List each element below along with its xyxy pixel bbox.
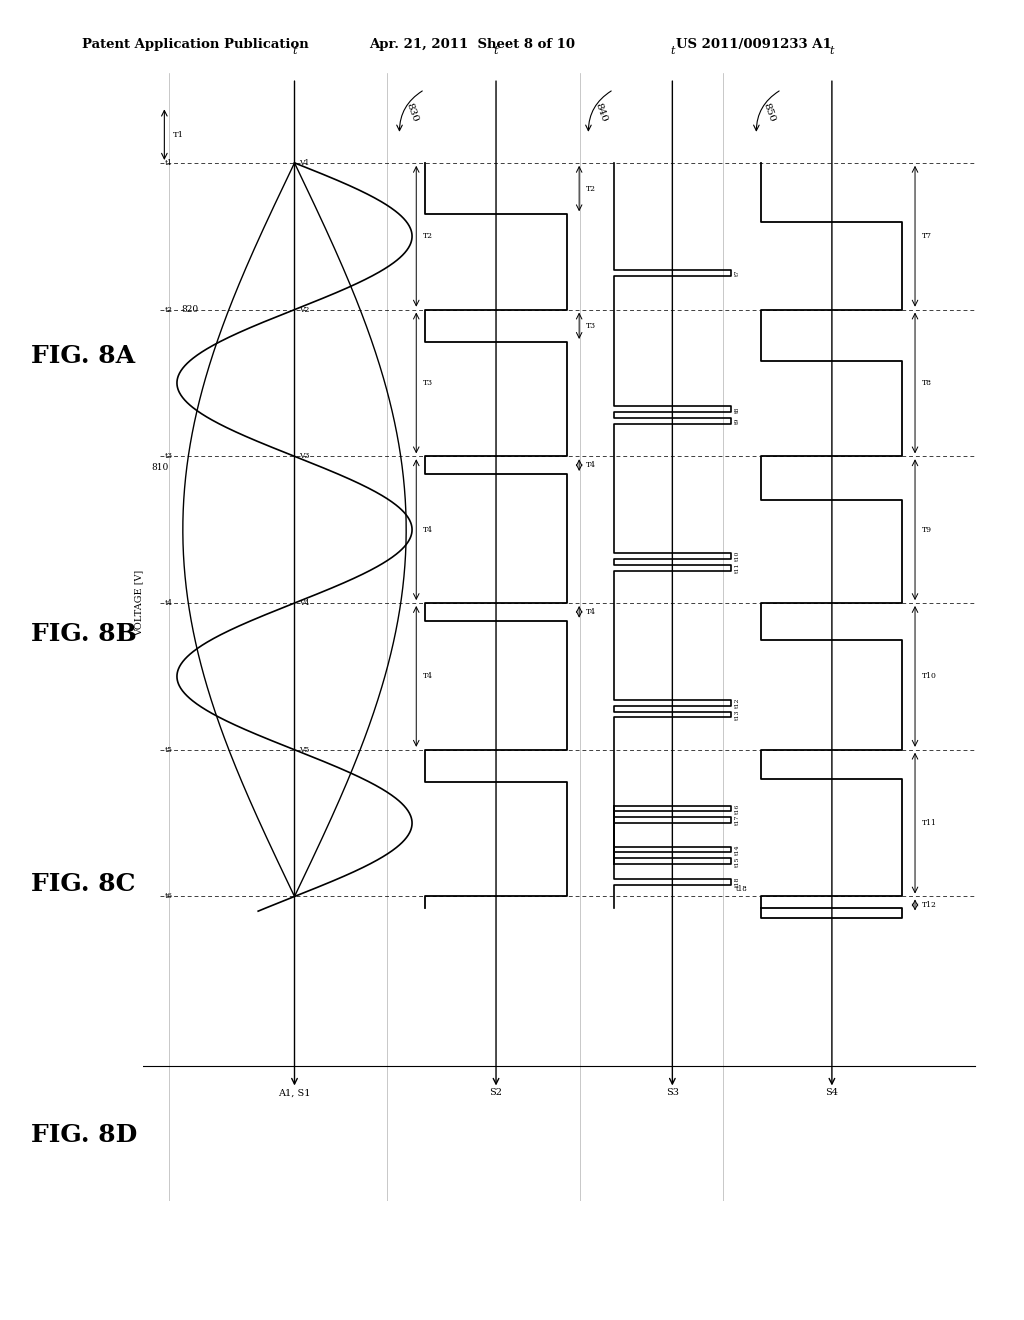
Text: T3: T3 — [586, 322, 596, 330]
Text: T1: T1 — [173, 131, 183, 139]
Text: t18: t18 — [735, 886, 748, 894]
Text: t: t — [292, 46, 297, 55]
Text: t18: t18 — [735, 876, 740, 887]
Text: T4: T4 — [423, 672, 433, 680]
Text: t3: t3 — [165, 453, 173, 461]
Text: t: t — [670, 46, 675, 55]
Text: 820: 820 — [181, 305, 199, 314]
Text: V4: V4 — [299, 599, 309, 607]
Text: V2: V2 — [299, 306, 309, 314]
Text: t1: t1 — [165, 158, 173, 166]
Text: T11: T11 — [922, 820, 937, 828]
Text: V5: V5 — [299, 746, 309, 754]
Text: Apr. 21, 2011  Sheet 8 of 10: Apr. 21, 2011 Sheet 8 of 10 — [369, 37, 574, 50]
Text: T7: T7 — [922, 232, 932, 240]
Text: 810: 810 — [152, 463, 169, 473]
Text: S3: S3 — [666, 1089, 679, 1097]
Text: t16: t16 — [735, 804, 740, 813]
Text: t: t — [829, 46, 835, 55]
Text: t7: t7 — [735, 269, 740, 276]
Text: 830: 830 — [404, 102, 420, 123]
Text: FIG. 8C: FIG. 8C — [31, 873, 135, 896]
Text: t10: t10 — [735, 550, 740, 561]
Text: Patent Application Publication: Patent Application Publication — [82, 37, 308, 50]
Text: t11: t11 — [735, 562, 740, 573]
Text: T12: T12 — [922, 902, 937, 909]
Text: T8: T8 — [922, 379, 932, 387]
Text: V3: V3 — [299, 453, 309, 461]
Text: t14: t14 — [735, 845, 740, 855]
Text: t9: t9 — [735, 418, 740, 424]
Text: T2: T2 — [423, 232, 433, 240]
Text: t13: t13 — [735, 709, 740, 719]
Text: T10: T10 — [922, 672, 937, 680]
Text: T3: T3 — [423, 379, 433, 387]
Text: VOLTAGE [V]: VOLTAGE [V] — [135, 570, 143, 636]
Text: FIG. 8D: FIG. 8D — [31, 1123, 137, 1147]
Text: T4: T4 — [423, 525, 433, 533]
Text: T4: T4 — [586, 461, 596, 469]
Text: t2: t2 — [165, 306, 173, 314]
Text: T2: T2 — [586, 185, 596, 193]
Text: V1: V1 — [299, 158, 309, 166]
Text: t17: t17 — [735, 814, 740, 825]
Text: US 2011/0091233 A1: US 2011/0091233 A1 — [676, 37, 831, 50]
Text: t6: t6 — [165, 892, 173, 900]
Text: 840: 840 — [593, 102, 608, 123]
Text: t15: t15 — [735, 855, 740, 866]
Text: t: t — [494, 46, 499, 55]
Text: t5: t5 — [165, 746, 173, 754]
Text: S4: S4 — [825, 1089, 839, 1097]
Text: t4: t4 — [165, 599, 173, 607]
Text: T9: T9 — [922, 525, 932, 533]
Text: 850: 850 — [761, 102, 776, 123]
Text: A1, S1: A1, S1 — [279, 1089, 310, 1097]
Text: FIG. 8A: FIG. 8A — [31, 345, 135, 368]
Text: S2: S2 — [489, 1089, 503, 1097]
Text: t12: t12 — [735, 697, 740, 708]
Text: T4: T4 — [586, 607, 596, 616]
Text: t8: t8 — [735, 407, 740, 413]
Text: FIG. 8B: FIG. 8B — [31, 622, 136, 645]
